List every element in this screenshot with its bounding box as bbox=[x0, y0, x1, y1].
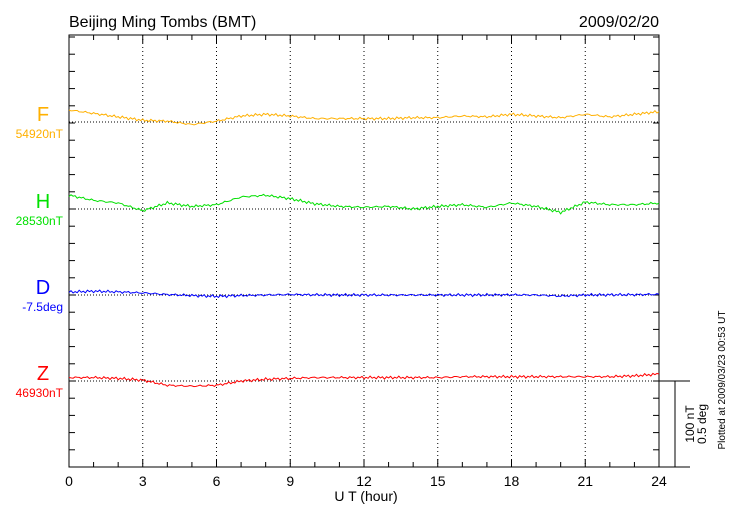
x-tick-label: 12 bbox=[356, 473, 372, 489]
chart-date: 2009/02/20 bbox=[579, 14, 659, 31]
x-tick-label: 24 bbox=[651, 473, 667, 489]
series-base-F: 54920nT bbox=[16, 127, 64, 141]
series-name-F: F bbox=[37, 104, 49, 126]
series-line-Z bbox=[68, 372, 660, 388]
series-line-F bbox=[68, 109, 660, 126]
series-line-H bbox=[68, 193, 660, 215]
series-name-H: H bbox=[36, 191, 50, 213]
chart-title: Beijing Ming Tombs (BMT) bbox=[69, 14, 256, 31]
series-base-H: 28530nT bbox=[16, 214, 64, 228]
plotted-at-footer: Plotted at 2009/03/23 00:53 UT bbox=[717, 311, 728, 450]
x-tick-label: 15 bbox=[430, 473, 446, 489]
x-tick-label: 0 bbox=[65, 473, 73, 489]
x-tick-label: 6 bbox=[213, 473, 221, 489]
x-tick-label: 3 bbox=[139, 473, 147, 489]
x-tick-label: 9 bbox=[286, 473, 294, 489]
series-name-Z: Z bbox=[37, 363, 49, 385]
series-base-Z: 46930nT bbox=[16, 386, 64, 400]
series-line-D bbox=[68, 289, 660, 299]
series-name-D: D bbox=[36, 277, 50, 299]
x-tick-label: 21 bbox=[577, 473, 593, 489]
series-base-D: -7.5deg bbox=[22, 300, 63, 314]
scale-label-nT: 100 nT bbox=[683, 405, 697, 443]
scale-label-deg: 0.5 deg bbox=[695, 404, 709, 444]
x-tick-label: 18 bbox=[504, 473, 520, 489]
x-axis-label: U T (hour) bbox=[334, 488, 397, 504]
